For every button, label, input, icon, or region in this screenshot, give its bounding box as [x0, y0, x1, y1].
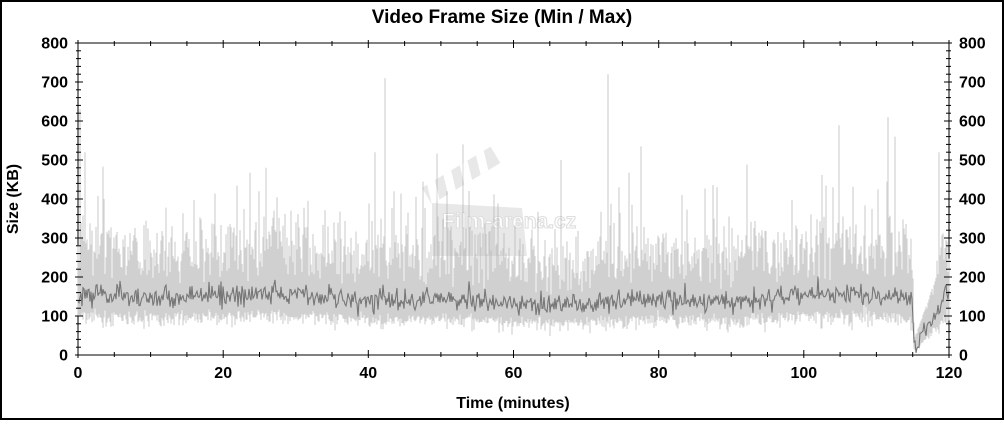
svg-text:0: 0 [59, 348, 68, 365]
svg-text:20: 20 [214, 365, 232, 382]
svg-text:40: 40 [359, 365, 377, 382]
svg-text:700: 700 [41, 75, 68, 92]
svg-text:Time (minutes): Time (minutes) [456, 395, 570, 412]
svg-text:100: 100 [959, 309, 986, 326]
svg-text:100: 100 [790, 365, 817, 382]
svg-text:400: 400 [959, 192, 986, 209]
svg-text:600: 600 [959, 114, 986, 131]
svg-text:0: 0 [959, 348, 968, 365]
svg-text:700: 700 [959, 75, 986, 92]
svg-text:500: 500 [959, 153, 986, 170]
svg-text:400: 400 [41, 192, 68, 209]
svg-text:800: 800 [959, 36, 986, 53]
svg-text:600: 600 [41, 114, 68, 131]
svg-text:200: 200 [41, 270, 68, 287]
svg-text:500: 500 [41, 153, 68, 170]
svg-text:300: 300 [959, 231, 986, 248]
svg-text:100: 100 [41, 309, 68, 326]
svg-text:0: 0 [74, 365, 83, 382]
svg-text:Film-arena.cz: Film-arena.cz [442, 210, 576, 233]
svg-text:200: 200 [959, 270, 986, 287]
svg-text:300: 300 [41, 231, 68, 248]
svg-text:Video Frame Size (Min / Max): Video Frame Size (Min / Max) [372, 7, 632, 28]
svg-text:80: 80 [650, 365, 668, 382]
svg-text:60: 60 [505, 365, 523, 382]
svg-text:800: 800 [41, 36, 68, 53]
svg-text:120: 120 [936, 365, 963, 382]
svg-text:Size (KB): Size (KB) [5, 164, 22, 234]
